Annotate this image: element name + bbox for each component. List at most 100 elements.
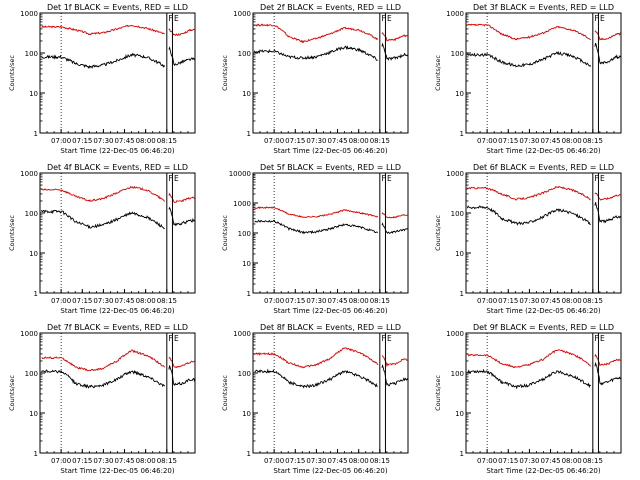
detector-chart: Det 4f BLACK = Events, RED = LLD 1 10 100 10…	[8, 163, 196, 315]
x-tick-label: 07:15	[498, 137, 518, 145]
x-tick-label: 07:15	[498, 457, 518, 465]
y-tick-label: 10	[242, 410, 251, 418]
x-tick-label: 07:45	[114, 137, 134, 145]
x-tick-label: 08:00	[349, 297, 369, 305]
y-tick-label: 10	[242, 260, 251, 268]
y-tick-label: 1000	[20, 170, 38, 178]
plot-frame	[465, 172, 622, 294]
detector-panel: Det 6f BLACK = Events, RED = LLD 1 10 100 10…	[426, 160, 639, 320]
x-tick-label: 07:15	[498, 297, 518, 305]
y-tick-label: 1000	[233, 10, 251, 18]
detector-panel: Det 5f BLACK = Events, RED = LLD 1 10 100 10…	[213, 160, 426, 320]
marker-label: E	[174, 174, 179, 183]
x-tick-label: 07:45	[327, 137, 347, 145]
x-tick-label: 08:15	[157, 457, 177, 465]
x-tick-label: 07:00	[264, 457, 284, 465]
lld-series-line	[254, 347, 409, 369]
marker-label: E	[600, 14, 605, 23]
marker-label: F	[594, 174, 598, 183]
marker-label: E	[174, 14, 179, 23]
marker-label: F	[381, 334, 385, 343]
y-axis-label: Counts/sec	[8, 215, 16, 251]
y-tick-label: 1	[460, 130, 464, 138]
y-axis-label: Counts/sec	[221, 215, 229, 251]
y-tick-label: 1	[460, 290, 464, 298]
y-tick-label: 10	[29, 250, 38, 258]
x-tick-label: 08:15	[157, 297, 177, 305]
x-tick-label: 07:30	[93, 297, 113, 305]
lld-series-line	[41, 185, 196, 204]
x-tick-label: 07:30	[519, 137, 539, 145]
x-tick-label: 08:15	[157, 137, 177, 145]
lld-series-line	[254, 206, 409, 219]
x-tick-label: 07:45	[114, 457, 134, 465]
x-tick-label: 07:30	[306, 137, 326, 145]
x-tick-label: 07:30	[93, 457, 113, 465]
y-tick-label: 1000	[446, 10, 464, 18]
y-tick-label: 1000	[20, 10, 38, 18]
x-tick-label: 07:30	[519, 457, 539, 465]
plot-frame	[252, 332, 409, 454]
detector-panel: Det 7f BLACK = Events, RED = LLD 1 10 100 10…	[0, 320, 213, 480]
x-tick-label: 08:15	[583, 297, 603, 305]
x-tick-label: 08:15	[583, 137, 603, 145]
y-tick-label: 10	[455, 410, 464, 418]
x-tick-label: 08:00	[562, 457, 582, 465]
x-tick-label: 07:00	[477, 457, 497, 465]
marker-label: F	[381, 174, 385, 183]
lld-series-line	[254, 23, 409, 44]
chart-title: Det 2f BLACK = Events, RED = LLD	[260, 3, 401, 12]
x-tick-label: 08:15	[370, 457, 390, 465]
x-tick-label: 08:00	[349, 457, 369, 465]
plot-frame	[465, 12, 622, 134]
x-tick-label: 07:45	[327, 297, 347, 305]
marker-label: E	[600, 334, 605, 343]
events-series-line	[41, 365, 196, 389]
x-axis-label: Start Time (22-Dec-05 06:46:20)	[60, 147, 174, 155]
chart-title: Det 9f BLACK = Events, RED = LLD	[473, 323, 614, 332]
marker-label: E	[600, 174, 605, 183]
y-tick-label: 10000	[229, 170, 251, 178]
y-tick-label: 1	[247, 290, 251, 298]
x-tick-label: 08:15	[370, 137, 390, 145]
y-axis-label: Counts/sec	[8, 55, 16, 91]
y-tick-label: 1	[34, 130, 38, 138]
x-tick-label: 07:15	[285, 297, 305, 305]
y-tick-label: 10	[29, 410, 38, 418]
marker-label: F	[168, 14, 172, 23]
x-axis-label: Start Time (22-Dec-05 06:46:20)	[486, 467, 600, 475]
detector-panel: Det 3f BLACK = Events, RED = LLD 1 10 100 10…	[426, 0, 639, 160]
y-tick-label: 10	[455, 90, 464, 98]
y-tick-label: 1000	[446, 170, 464, 178]
chart-title: Det 7f BLACK = Events, RED = LLD	[47, 323, 188, 332]
detector-panel: Det 4f BLACK = Events, RED = LLD 1 10 100 10…	[0, 160, 213, 320]
x-tick-label: 07:15	[285, 457, 305, 465]
x-tick-label: 08:15	[583, 457, 603, 465]
detector-chart: Det 8f BLACK = Events, RED = LLD 1 10 100 10…	[221, 323, 409, 475]
y-tick-label: 10	[242, 90, 251, 98]
y-axis-label: Counts/sec	[8, 375, 16, 411]
x-tick-label: 07:15	[72, 137, 92, 145]
x-tick-label: 07:30	[93, 137, 113, 145]
y-axis-label: Counts/sec	[221, 55, 229, 91]
detector-panel: Det 8f BLACK = Events, RED = LLD 1 10 100 10…	[213, 320, 426, 480]
x-tick-label: 08:00	[136, 137, 156, 145]
y-tick-label: 100	[25, 210, 38, 218]
y-tick-label: 1	[247, 130, 251, 138]
events-series-line	[40, 206, 196, 230]
marker-label: F	[168, 174, 172, 183]
marker-label: F	[594, 14, 598, 23]
detector-chart: Det 6f BLACK = Events, RED = LLD 1 10 100 10…	[434, 163, 622, 315]
lld-series-line	[467, 185, 622, 201]
y-tick-label: 1	[34, 290, 38, 298]
y-tick-label: 100	[451, 370, 464, 378]
x-tick-label: 07:00	[264, 137, 284, 145]
marker-label: F	[168, 334, 172, 343]
x-tick-label: 07:15	[285, 137, 305, 145]
x-tick-label: 07:00	[51, 297, 71, 305]
y-tick-label: 100	[25, 370, 38, 378]
x-tick-label: 08:00	[136, 457, 156, 465]
y-tick-label: 100	[25, 50, 38, 58]
x-tick-label: 07:45	[540, 457, 560, 465]
